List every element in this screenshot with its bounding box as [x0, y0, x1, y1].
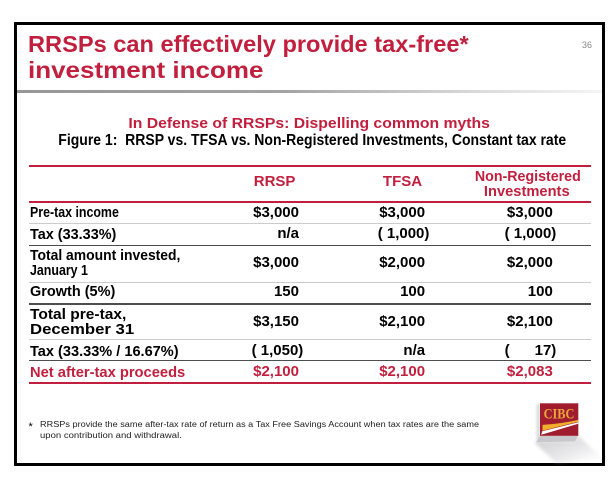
svg-text:CIBC: CIBC — [544, 405, 575, 421]
